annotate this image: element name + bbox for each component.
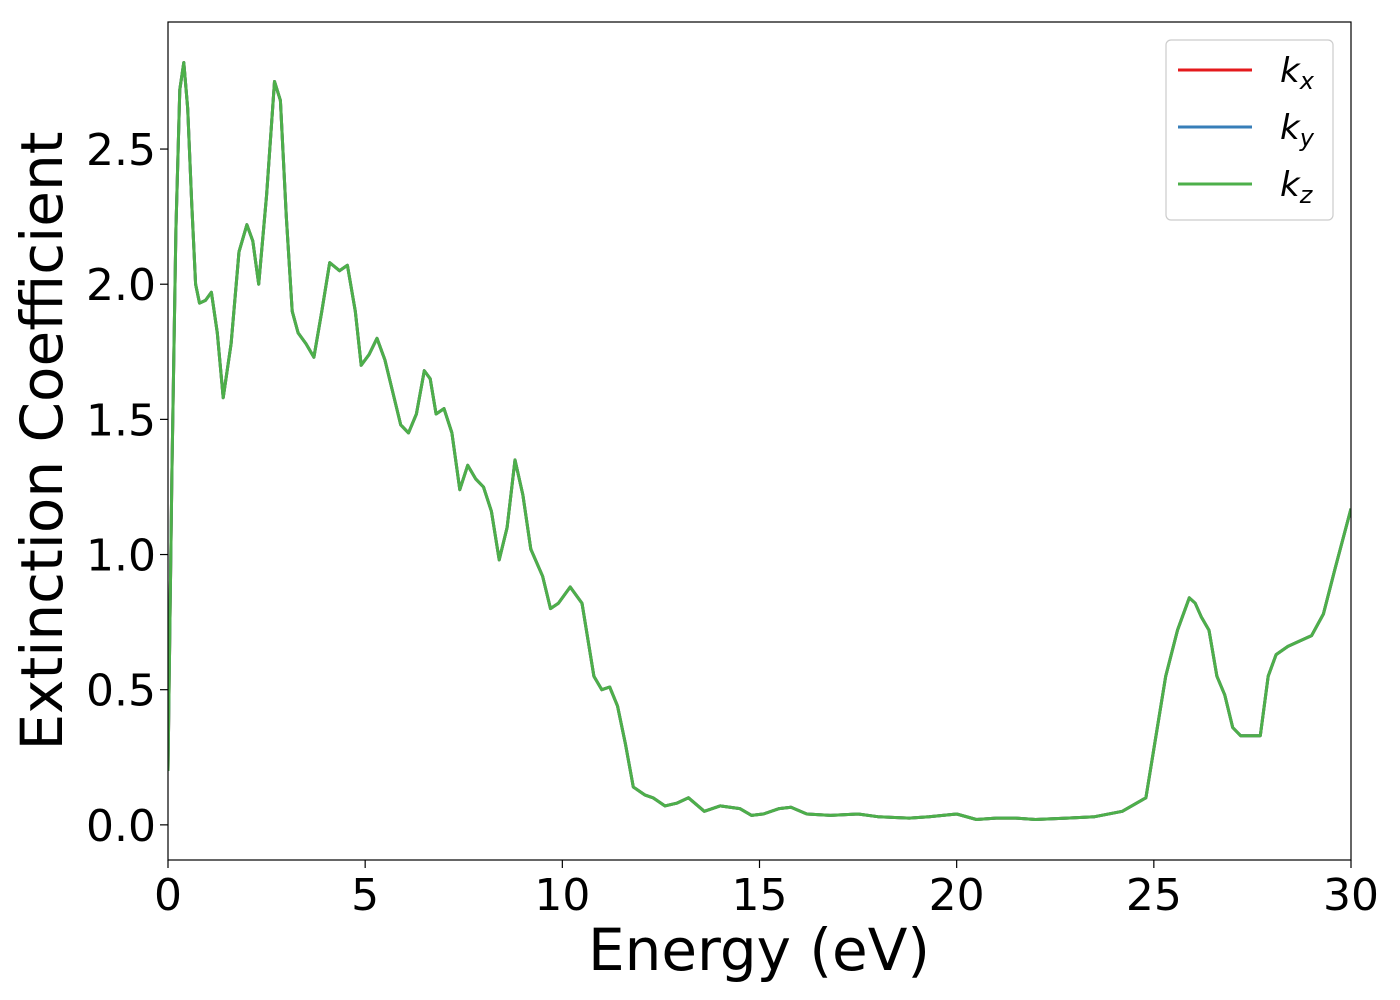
x-tick-label: 20: [929, 870, 985, 921]
x-tick-label: 30: [1323, 870, 1379, 921]
x-tick-label: 15: [732, 870, 788, 921]
x-tick-label: 5: [351, 870, 379, 921]
y-axis-label: Extinction Coefficient: [8, 132, 76, 751]
y-tick-label: 2.5: [86, 125, 156, 176]
x-tick-label: 25: [1126, 870, 1182, 921]
legend-label-kx: kx: [1280, 51, 1315, 95]
y-tick-label: 1.0: [86, 531, 156, 582]
legend-label-ky: ky: [1280, 108, 1315, 152]
x-axis-label: Energy (eV): [588, 916, 930, 984]
x-tick-label: 10: [534, 870, 590, 921]
y-tick-label: 0.5: [86, 666, 156, 717]
axis-ticks: 0 5 10 15 20 25 30 0.0 0.5 1.0 1.5 2.0 2.5: [86, 125, 1379, 921]
legend-label-kz: kz: [1280, 165, 1314, 209]
y-tick-label: 1.5: [86, 395, 156, 446]
legend: kx ky kz: [1165, 39, 1334, 221]
x-tick-label: 0: [154, 870, 182, 921]
series-line-kz: [168, 61, 1351, 821]
y-tick-label: 2.0: [86, 260, 156, 311]
y-tick-label: 0.0: [86, 801, 156, 852]
legend-box: [1165, 39, 1334, 221]
